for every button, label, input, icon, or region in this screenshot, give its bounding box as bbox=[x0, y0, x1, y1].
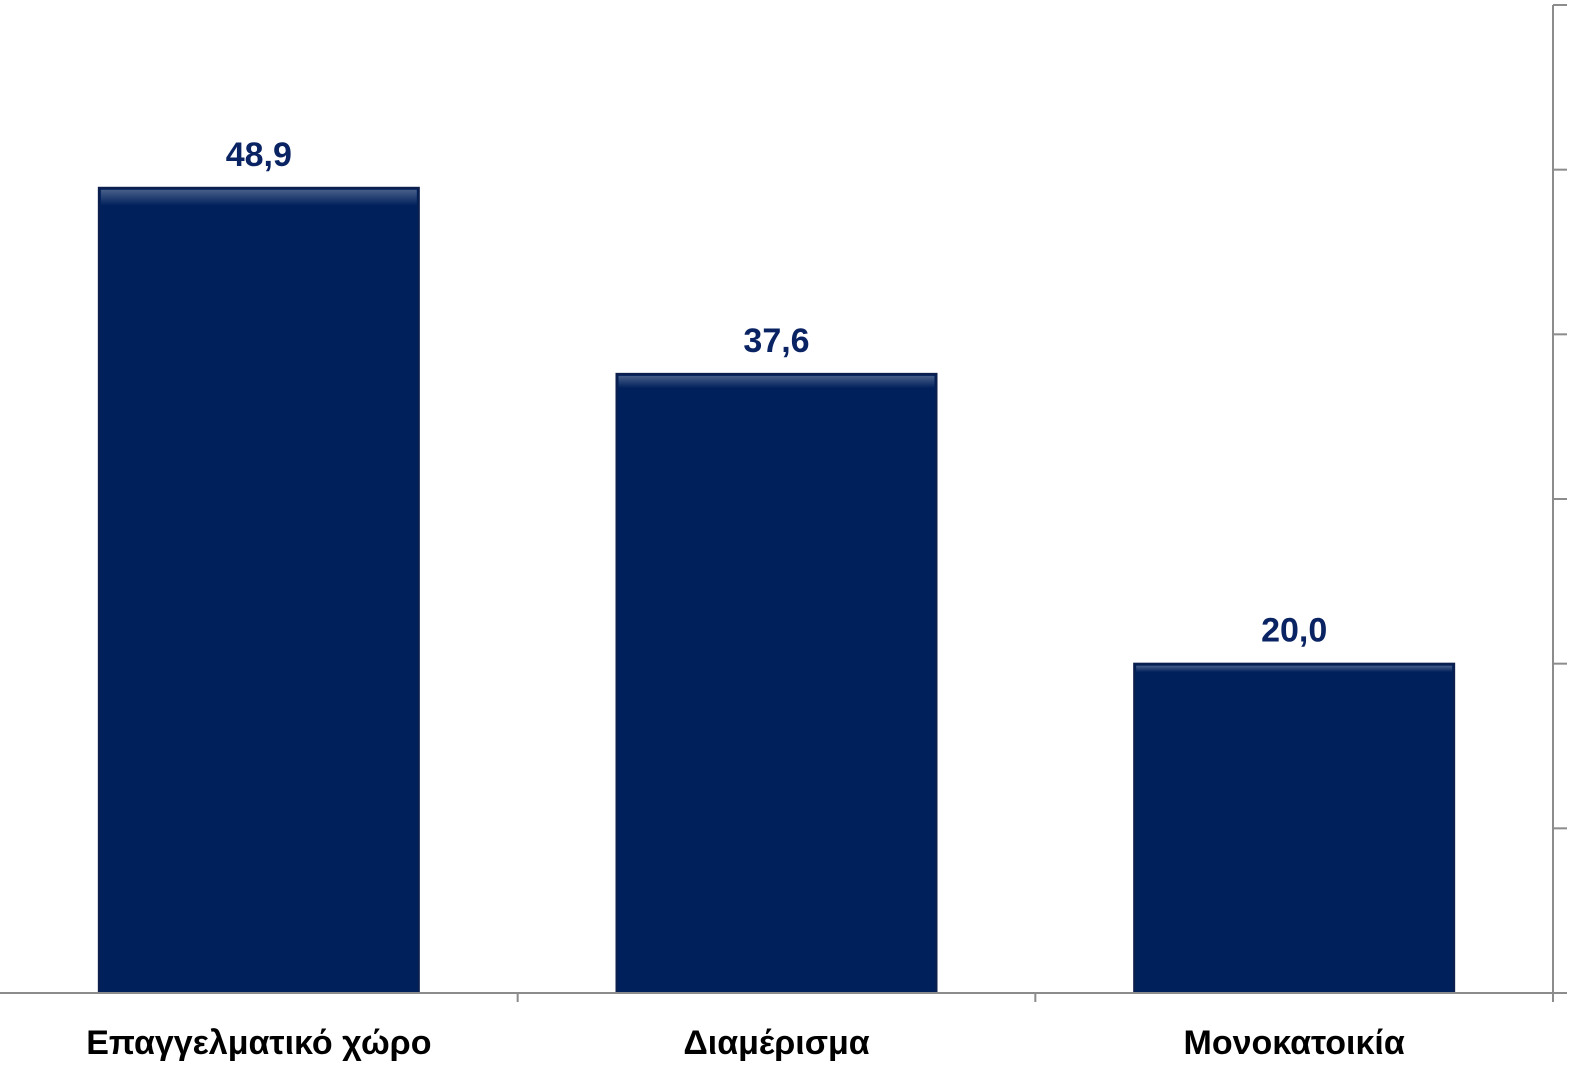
bars-layer bbox=[97, 186, 1456, 995]
data-label-1: 48,9 bbox=[226, 136, 292, 174]
data-label-3: 20,0 bbox=[1261, 612, 1327, 650]
category-label-2: Διαμέρισμα bbox=[683, 1024, 869, 1062]
bar-highlight-2 bbox=[618, 375, 935, 991]
bar-highlight-1 bbox=[100, 189, 417, 991]
bar-highlight-3 bbox=[1136, 665, 1453, 991]
category-label-1: Επαγγελματικό χώρο bbox=[86, 1024, 431, 1062]
data-label-2: 37,6 bbox=[743, 322, 809, 360]
axes-layer bbox=[0, 4, 1567, 1002]
category-label-3: Μονοκατοικία bbox=[1184, 1024, 1405, 1062]
labels-layer: 48,9 Επαγγελματικό χώρο 37,6 Διαμέρισμα 20,0… bbox=[86, 136, 1405, 1062]
